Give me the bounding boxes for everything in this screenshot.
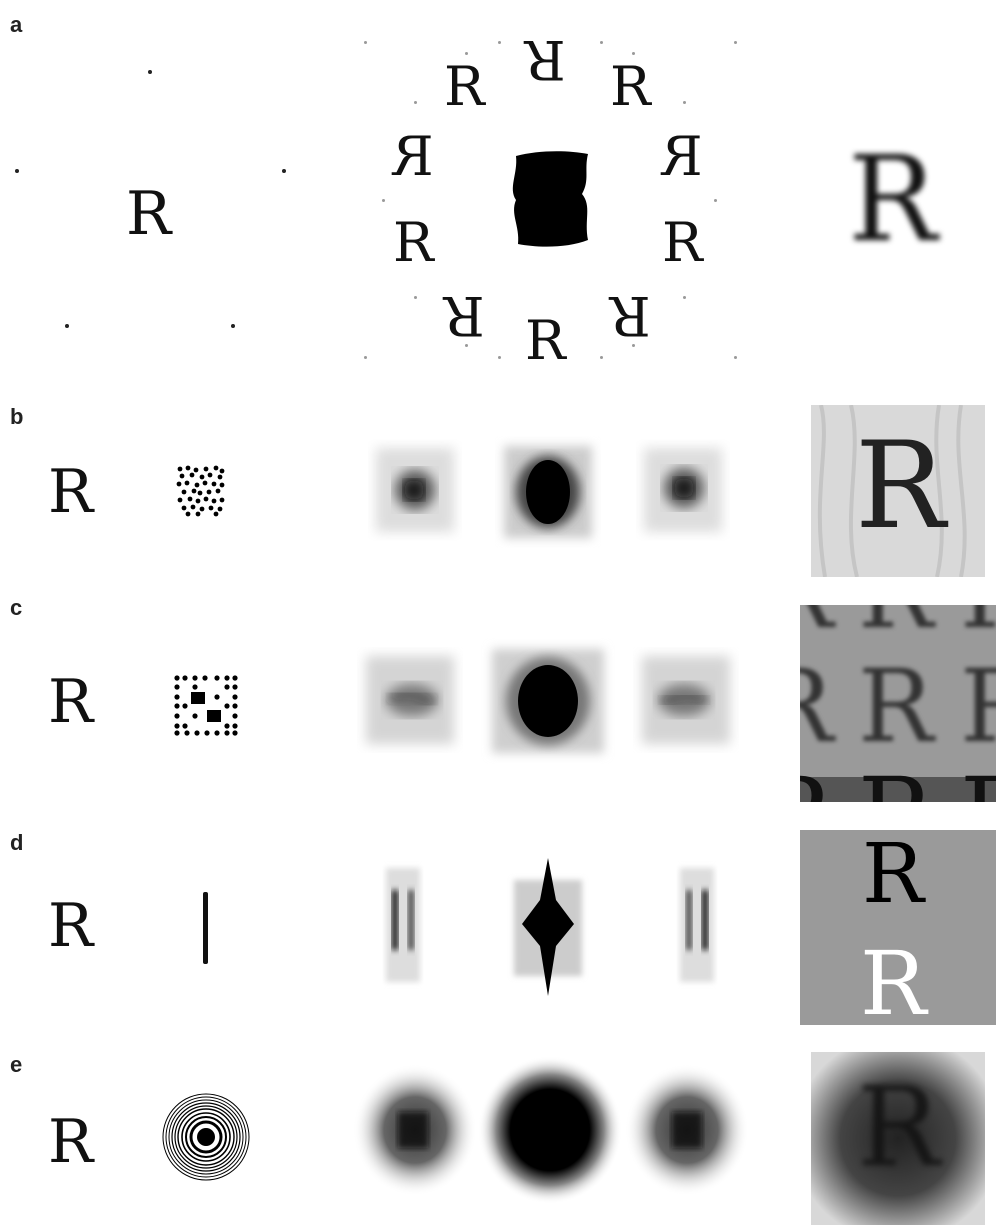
tiled-letter: R (960, 605, 996, 643)
panel-label-a: a (10, 12, 23, 37)
object-letter: R (48, 891, 94, 961)
panel-label-d: d (10, 830, 24, 855)
point-source (15, 169, 19, 173)
point-source (148, 70, 152, 74)
ring-dot (632, 52, 635, 55)
image-letter: R (444, 55, 485, 118)
zone-plate-mask (162, 1093, 250, 1181)
image-letter-mirrored: R (662, 125, 703, 188)
ring-dot (465, 52, 468, 55)
object-letter: R (48, 457, 94, 527)
reconstructed-letter: R (857, 1063, 940, 1191)
tiled-letter: R (960, 765, 996, 803)
ring-dot (414, 101, 417, 104)
reconstructed-letter: R (862, 830, 924, 922)
random-dot-mask (176, 465, 225, 517)
image-letter: R (662, 211, 703, 274)
psf-blob (504, 446, 592, 538)
psf-blob (492, 649, 604, 753)
ring-dot (600, 356, 603, 359)
ring-dot (683, 296, 686, 299)
object-letter: R (126, 179, 172, 249)
reconstructed-letter-ghost: R (860, 932, 927, 1026)
panel-label-b: b (10, 404, 24, 429)
psf-streak (680, 868, 714, 982)
image-letter-inverted: R (610, 284, 651, 347)
reconstruction-panel: R R R R R R R R R (800, 605, 996, 802)
reconstruction-panel: R (811, 1052, 985, 1225)
panel-label-e: e (10, 1052, 23, 1077)
corner-dot (364, 41, 367, 44)
dark-band (800, 777, 996, 802)
psf-blob (376, 448, 454, 532)
tiled-letter: R (800, 605, 833, 643)
psf-blob (644, 448, 722, 532)
central-blob (512, 151, 588, 247)
psf-streak (514, 858, 582, 996)
image-letter: R (525, 309, 566, 372)
tiled-letter: R (800, 765, 833, 803)
tiled-letter: R (800, 657, 833, 757)
image-letter-mirrored: R (393, 125, 434, 188)
structured-dot-mask (174, 675, 238, 736)
psf-halo (478, 1056, 622, 1204)
psf-halo (353, 1064, 477, 1196)
tiled-letter: R (960, 657, 996, 757)
ring-dot (498, 356, 501, 359)
ring-dot (498, 41, 501, 44)
point-source (282, 169, 286, 173)
image-letter-inverted: R (525, 28, 566, 91)
point-source (231, 324, 235, 328)
corner-dot (734, 41, 737, 44)
ring-dot (382, 199, 385, 202)
point-source (65, 324, 69, 328)
ring-dot (714, 199, 717, 202)
ring-dot (414, 296, 417, 299)
tiled-letter: R (858, 648, 934, 765)
object-letter: R (48, 667, 94, 737)
psf-streak (386, 868, 420, 982)
ring-dot (465, 344, 468, 347)
object-letter: R (48, 1107, 94, 1177)
reconstruction-panel: R R (800, 830, 996, 1025)
image-letter-inverted: R (444, 284, 485, 347)
reconstructed-letter: R (855, 417, 946, 556)
psf-blob (642, 656, 730, 744)
tiled-letter: R (858, 765, 933, 803)
psf-blob (366, 656, 454, 744)
slit-aperture (203, 892, 208, 964)
tiled-letter: R (858, 605, 933, 643)
ring-dot (683, 101, 686, 104)
psf-halo (625, 1064, 749, 1196)
ring-dot (600, 41, 603, 44)
blurred-letter: R (848, 130, 937, 268)
corner-dot (734, 356, 737, 359)
ring-dot (632, 344, 635, 347)
reconstruction-panel: R (811, 405, 985, 577)
image-letter: R (610, 55, 651, 118)
corner-dot (364, 356, 367, 359)
image-letter: R (393, 211, 434, 274)
panel-label-c: c (10, 595, 23, 620)
